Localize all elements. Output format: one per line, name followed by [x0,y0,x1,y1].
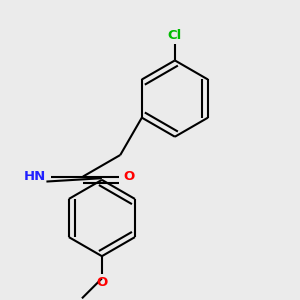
Text: O: O [123,170,135,183]
Text: HN: HN [24,170,46,183]
Text: Cl: Cl [168,29,182,42]
Text: O: O [96,276,107,289]
